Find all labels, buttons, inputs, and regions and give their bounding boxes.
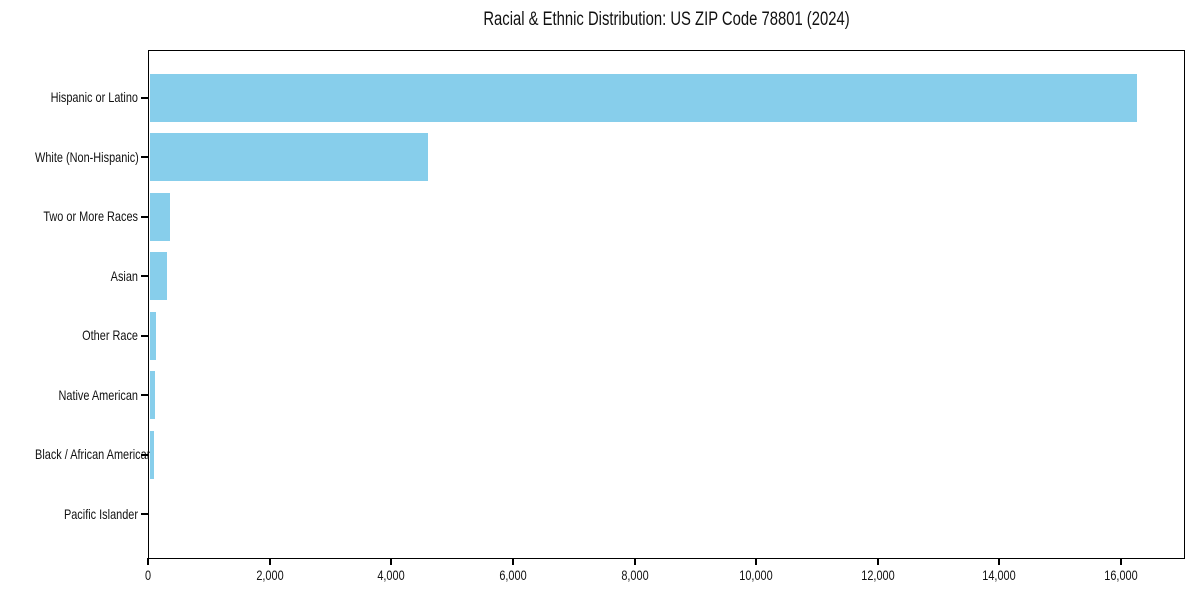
plot-area [148, 50, 1185, 559]
x-tick-mark [390, 558, 393, 565]
y-tick-mark [141, 513, 148, 516]
y-tick-mark [141, 96, 148, 99]
x-tick-mark [998, 558, 1001, 565]
y-tick-mark [141, 453, 148, 456]
x-tick-label: 8,000 [620, 567, 649, 583]
bar [149, 430, 154, 479]
x-tick-label: 0 [144, 567, 152, 583]
x-tick-label: 12,000 [861, 567, 895, 583]
y-tick-label: Two or More Races [43, 208, 138, 225]
bar [149, 371, 155, 420]
x-tick-label: 14,000 [982, 567, 1017, 583]
y-tick-label: Pacific Islander [63, 505, 139, 522]
chart-title: Racial & Ethnic Distribution: US ZIP Cod… [483, 9, 850, 30]
bar [149, 133, 428, 182]
x-tick-label: 16,000 [1104, 567, 1138, 583]
x-tick-label: 4,000 [377, 567, 405, 583]
y-tick-mark [141, 156, 148, 159]
y-tick-mark [141, 394, 148, 397]
bar [149, 73, 1138, 122]
bar [149, 311, 157, 360]
y-tick-mark [141, 334, 148, 337]
x-tick-mark [755, 558, 758, 565]
y-tick-label: Other Race [82, 327, 138, 344]
x-tick-label: 6,000 [499, 567, 527, 583]
x-tick-label: 10,000 [739, 567, 773, 583]
y-tick-mark [141, 215, 148, 218]
x-tick-mark [511, 558, 514, 565]
x-tick-label: 2,000 [255, 567, 284, 583]
x-tick-mark [268, 558, 271, 565]
x-tick-mark [147, 558, 149, 565]
y-tick-label: Native American [58, 386, 138, 403]
y-tick-label: Black / African American [35, 446, 153, 463]
bar [149, 192, 170, 241]
x-tick-mark [876, 558, 879, 565]
x-tick-mark [1120, 558, 1123, 565]
bar [149, 252, 168, 301]
y-tick-mark [141, 275, 148, 278]
x-tick-mark [633, 558, 636, 565]
y-tick-label: Asian [110, 267, 138, 284]
y-tick-label: White (Non-Hispanic) [35, 148, 139, 165]
y-tick-label: Hispanic or Latino [50, 89, 139, 105]
